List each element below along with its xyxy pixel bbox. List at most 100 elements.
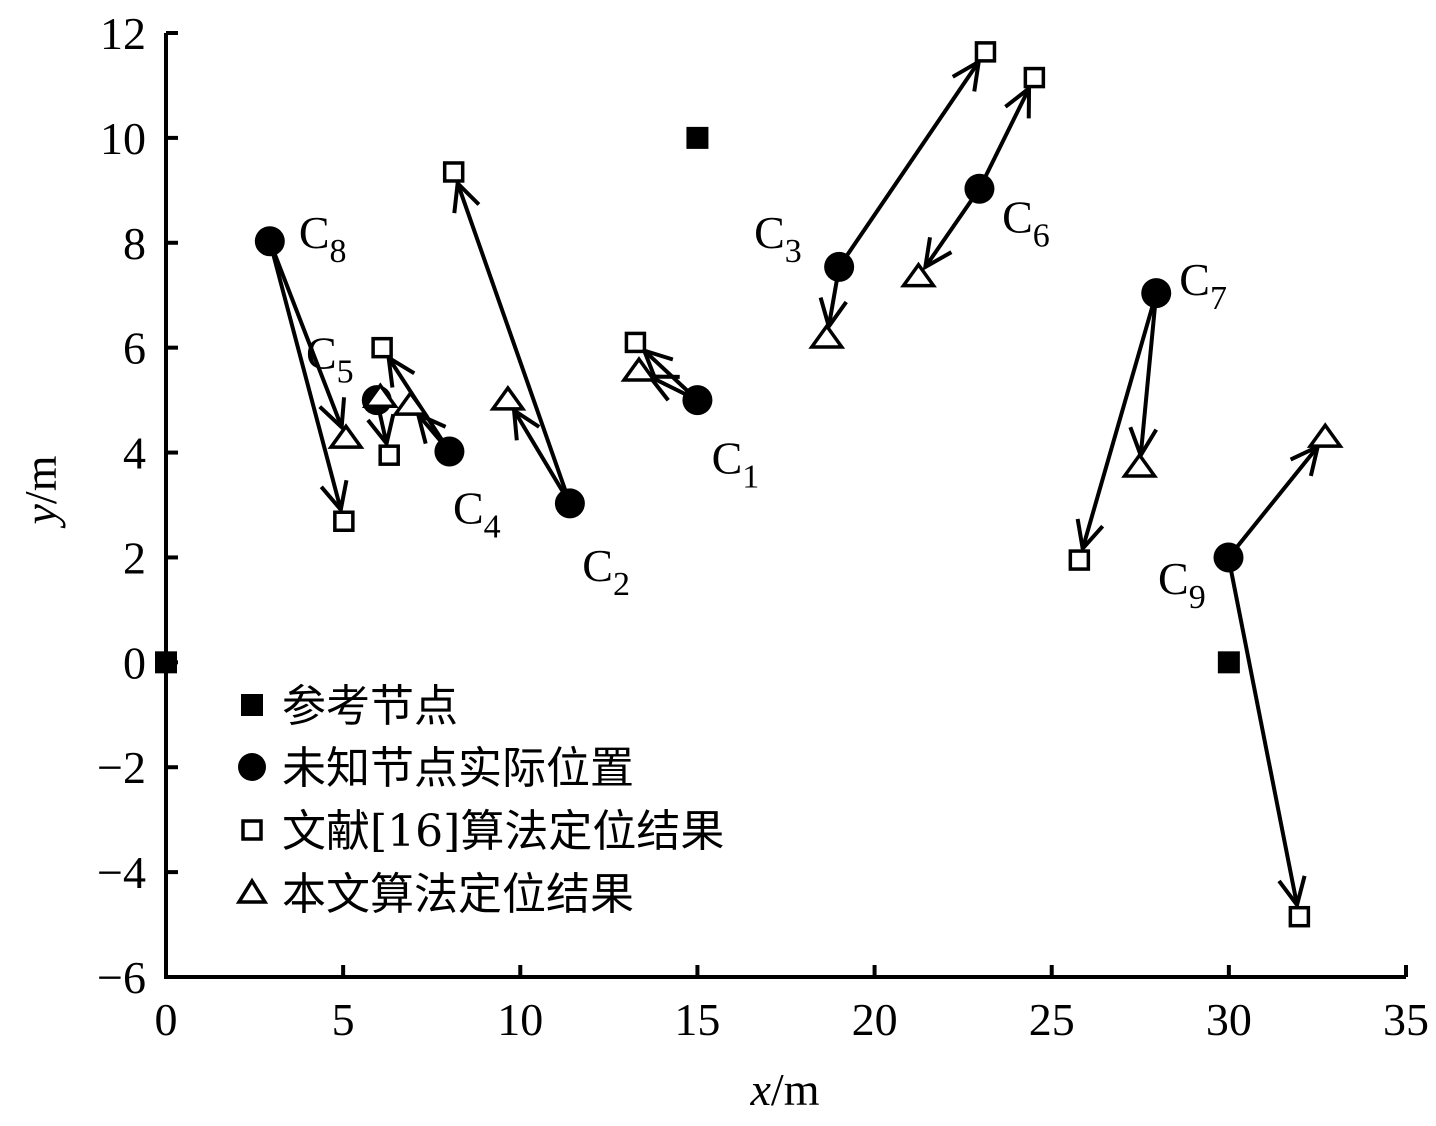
- arrow-shaft: [977, 87, 1031, 190]
- node-label-letter: C: [582, 540, 613, 591]
- node-label-subscript: 5: [337, 354, 354, 391]
- y-tick-label: 12: [100, 8, 146, 59]
- y-tick-label: −6: [97, 952, 146, 1003]
- legend-label: 文献[16]算法定位结果: [282, 806, 724, 857]
- arrow-shaft: [1080, 292, 1159, 550]
- proposed-result-marker-C1: [620, 356, 658, 382]
- ref16-result-marker-C1: [624, 331, 647, 354]
- y-axis-title-var: y: [15, 503, 66, 528]
- arrow-head: [1004, 84, 1032, 119]
- node-label-letter: C: [306, 328, 337, 379]
- y-tick-label: 6: [123, 323, 146, 374]
- node-label-subscript: 3: [785, 233, 802, 270]
- proposed-result-marker-C8: [327, 423, 365, 449]
- actual-position-marker-C4: [434, 436, 465, 467]
- legend-filled-circle-icon: [238, 753, 266, 781]
- actual-position-marker-C2: [554, 488, 585, 519]
- x-axis-title-var: x: [750, 1064, 772, 1115]
- arrow-shaft: [923, 187, 982, 269]
- reference-node-marker: [686, 126, 709, 149]
- arrow-head: [366, 413, 396, 448]
- legend-open-square-icon: [241, 819, 263, 841]
- node-label-C9: C9: [1158, 553, 1206, 616]
- node-label-C6: C6: [1002, 191, 1050, 254]
- arrow-head: [1277, 875, 1307, 910]
- node-label-C1: C1: [712, 433, 760, 496]
- x-tick-label: 10: [497, 994, 543, 1045]
- ref16-result-marker-C2: [442, 161, 465, 183]
- proposed-result-marker-C7: [1121, 452, 1158, 478]
- legend-label: 未知节点实际位置: [282, 743, 634, 794]
- ref16-result-marker-C4: [371, 336, 393, 359]
- arrow-shaft: [1138, 292, 1159, 456]
- arrow-shaft: [512, 409, 572, 505]
- arrow-head: [1075, 518, 1105, 553]
- arrow-head: [319, 479, 349, 515]
- node-label-C4: C4: [453, 482, 501, 545]
- y-tick-label: 2: [123, 532, 146, 583]
- arrow-shaft: [267, 240, 344, 428]
- legend-filled-square-icon: [241, 694, 263, 716]
- actual-position-marker-C7: [1141, 278, 1172, 309]
- actual-position-marker-C6: [964, 173, 995, 204]
- node-label-subscript: 7: [1210, 280, 1227, 317]
- x-axis-title: x/m: [750, 1064, 820, 1115]
- y-axis-title-unit: /m: [15, 455, 66, 504]
- arrow-to-ref16-C8: [267, 240, 349, 515]
- legend-label: 本文算法定位结果: [282, 869, 634, 920]
- arrow-shaft: [837, 60, 981, 269]
- reference-node-marker: [155, 651, 177, 674]
- arrow-shaft: [1226, 557, 1300, 906]
- node-label-subscript: 6: [1033, 217, 1050, 254]
- node-label-C5: C5: [306, 328, 354, 391]
- arrow-head: [951, 57, 982, 92]
- arrow-to-ref16-C9: [1226, 557, 1307, 910]
- node-label-subscript: 2: [613, 566, 630, 603]
- node-label-C7: C7: [1179, 254, 1227, 317]
- actual-position-marker-C8: [254, 226, 285, 257]
- arrow-head: [922, 237, 953, 271]
- node-label-C3: C3: [754, 207, 802, 270]
- node-label-subscript: 4: [484, 508, 501, 545]
- node-label-letter: C: [712, 433, 743, 484]
- proposed-result-marker-C4: [392, 390, 429, 416]
- arrow-to-proposed-C9: [1226, 443, 1321, 559]
- node-label-C8: C8: [299, 207, 347, 270]
- arrow-to-proposed-C6: [922, 187, 982, 271]
- arrow-head: [386, 353, 416, 388]
- node-label-letter: C: [453, 482, 484, 533]
- arrow-to-ref16-C6: [977, 84, 1032, 190]
- legend-item: 本文算法定位结果: [235, 869, 634, 920]
- error-arrows: [267, 57, 1321, 910]
- arrow-shaft: [267, 240, 343, 511]
- x-tick-label: 30: [1206, 994, 1252, 1045]
- node-label-letter: C: [299, 207, 330, 258]
- node-label-subscript: 8: [330, 233, 347, 270]
- y-tick-label: 10: [100, 113, 146, 164]
- actual-position-marker-C9: [1213, 542, 1244, 573]
- x-tick-label: 5: [332, 994, 355, 1045]
- node-label-letter: C: [1179, 254, 1210, 305]
- ref16-result-marker-C3: [974, 41, 997, 63]
- arrow-to-ref16-C2: [452, 178, 572, 505]
- y-tick-label: −2: [97, 742, 146, 793]
- arrow-head: [511, 406, 541, 441]
- ref16-result-marker-C9: [1288, 905, 1311, 928]
- node-label-subscript: 9: [1189, 579, 1206, 616]
- node-label-C2: C2: [582, 540, 630, 603]
- legend-item: 文献[16]算法定位结果: [241, 806, 724, 857]
- actual-position-marker-C3: [824, 251, 855, 282]
- ref16-result-marker-C7: [1068, 549, 1091, 571]
- x-tick-label: 20: [852, 994, 898, 1045]
- ref16-result-marker-C6: [1023, 66, 1046, 89]
- arrow-shaft: [1226, 445, 1320, 559]
- ref16-result-marker-C8: [333, 510, 355, 533]
- y-tick-label: 8: [123, 218, 146, 269]
- markers: [155, 41, 1344, 928]
- y-tick-label: 0: [123, 637, 146, 688]
- y-axis-title: y/m: [15, 455, 66, 528]
- proposed-result-marker-C5: [361, 382, 399, 409]
